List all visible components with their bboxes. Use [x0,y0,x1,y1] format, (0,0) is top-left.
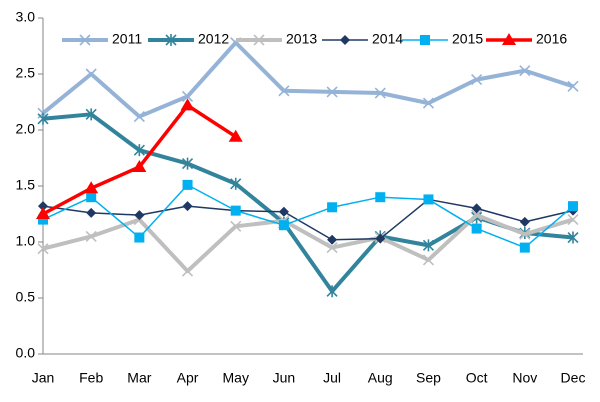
data-point [519,216,530,227]
data-point [422,239,435,252]
legend-marker [502,33,516,45]
data-point [230,177,242,190]
data-point [519,242,530,253]
x-tick-label: Jun [273,370,296,386]
data-point [327,202,338,213]
legend-label: 2011 [112,31,142,47]
data-point [134,232,145,243]
data-point [132,159,147,172]
data-point [37,243,49,255]
x-tick-label: Nov [512,370,537,386]
x-tick-label: Feb [79,370,103,386]
data-point [85,230,97,242]
x-tick-label: Sep [416,370,441,386]
data-point [326,86,338,98]
x-tick-label: Oct [466,370,488,386]
x-tick-label: May [223,370,249,386]
legend-marker [340,35,350,45]
x-tick-label: Mar [127,370,151,386]
y-tick-label: 0.5 [16,289,36,305]
data-point [278,206,289,217]
legend-marker [165,34,177,46]
data-point [471,209,483,221]
data-point [134,210,145,221]
data-point [567,231,579,244]
data-point [181,90,194,102]
y-tick-label: 1.0 [16,233,36,249]
data-point [471,74,483,86]
series-line [42,112,574,294]
data-point [422,254,435,266]
series-line [42,213,574,274]
series-line [42,103,237,216]
data-point [423,194,434,205]
data-point [38,201,48,212]
series-line [42,198,574,241]
x-tick-label: Apr [177,370,199,386]
legend-label: 2016 [536,31,567,47]
data-point [567,214,579,226]
data-point [38,214,48,225]
data-point [86,207,97,218]
data-point [375,192,386,203]
data-point [84,181,99,194]
data-point [133,110,145,123]
legend-label: 2015 [452,31,483,47]
legend-marker [253,34,265,46]
data-point [375,233,386,244]
data-point [471,223,482,234]
data-point [86,192,97,203]
data-point [230,205,241,216]
y-tick-label: 0.0 [16,345,36,361]
data-point [519,228,531,240]
x-tick-label: Jul [323,370,341,386]
data-point [326,285,338,298]
data-point [567,80,579,92]
data-point [133,144,145,157]
legend-marker [420,35,430,45]
y-tick-label: 2.0 [16,121,36,137]
data-point [180,98,195,111]
x-tick-label: Jan [32,370,55,386]
data-point [326,242,338,254]
data-point [228,129,243,142]
data-point [519,65,531,77]
data-point [327,234,338,245]
data-point [36,207,50,219]
data-point [85,108,97,121]
legend-label: 2013 [286,31,317,47]
series-line [42,184,574,249]
data-point [85,68,97,80]
x-tick-label: Dec [561,370,586,386]
data-point [37,112,49,125]
data-point [278,85,290,97]
data-point [568,201,578,212]
x-tick-label: Aug [368,370,393,386]
data-point [182,179,193,190]
data-point [278,220,289,231]
data-point [181,265,194,277]
data-point [422,97,435,109]
legend-marker [79,34,91,46]
y-tick-label: 1.5 [16,177,36,193]
data-point [471,203,482,214]
data-point [181,157,194,170]
legend-label: 2012 [198,31,229,47]
legend-label: 2014 [372,31,403,47]
data-point [230,220,242,232]
data-point [182,201,193,212]
series-line [41,40,574,119]
y-tick-label: 3.0 [16,9,36,25]
y-tick-label: 2.5 [16,65,36,81]
data-point [374,87,386,99]
